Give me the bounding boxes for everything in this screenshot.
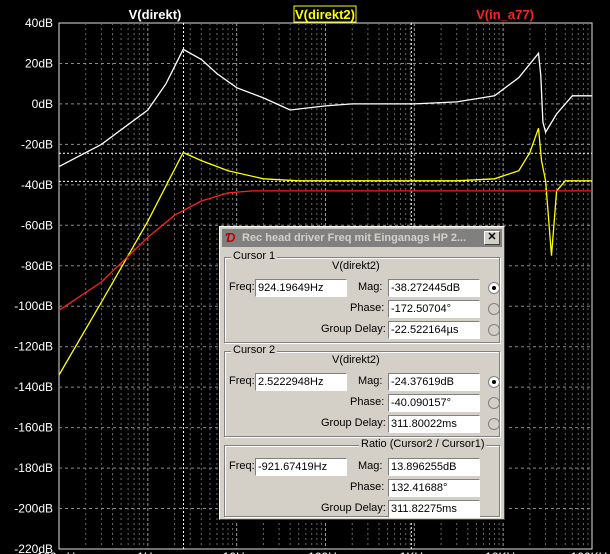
cursor2-mag-field[interactable]: -24.37619dB [388,373,480,391]
legend-label[interactable]: V(direkt) [129,7,182,22]
cursor1-gd-radio[interactable] [488,324,500,336]
cursor2-phase-field[interactable]: -40.090157° [388,394,480,412]
cursor1-group: Cursor 1 V(direkt2) Freq: 924.19649Hz Ma… [224,250,500,343]
trace-v-in-a77- [58,190,592,311]
x-tick-label: 100KHz [571,550,610,554]
legend-label[interactable]: V(direkt2) [295,7,355,22]
cursor2-phase-radio[interactable] [488,397,500,409]
y-tick-label: -40dB [21,178,53,192]
ratio-mag-field[interactable]: 13.896255dB [388,458,480,476]
trace-legend: V(direkt) V(direkt2) V(in_a77) [129,5,534,23]
y-tick-label: -220dB [14,542,53,554]
dialog-titlebar[interactable]: Ɗ Rec head driver Freq mit Einganags HP … [222,229,502,247]
cursor2-gd-radio[interactable] [488,418,500,430]
ratio-freq-field[interactable]: -921.67419Hz [255,458,347,476]
cursor2-mag-radio[interactable] [488,376,500,388]
cursor1-freq-label: Freq: [229,281,255,293]
cursor2-freq-label: Freq: [229,375,255,387]
y-tick-label: 0dB [32,97,53,111]
cursor2-phase-label: Phase: [350,396,385,408]
cursor2-freq-field[interactable]: 2.5222948Hz [255,373,347,391]
y-tick-label: -160dB [14,421,53,435]
ratio-phase-label: Phase: [350,481,385,493]
y-tick-label: -60dB [21,218,53,232]
cursor2-group-label: Cursor 2 [231,344,278,356]
legend-label[interactable]: V(in_a77) [476,7,534,22]
legend-highlight-box [293,5,357,23]
x-tick-label: 1KHz [400,550,429,554]
y-tick-label: -20dB [21,137,53,151]
y-tick-label: -200dB [14,502,53,516]
cursor2-mag-label: Mag: [358,375,383,387]
cursor1-phase-radio[interactable] [488,303,500,315]
cursor2-trace-name: V(direkt2) [332,354,380,366]
ratio-gd-label: Group Delay: [321,502,386,514]
x-tick-label: 1Hz [137,550,158,554]
close-button[interactable]: ✕ [484,231,500,245]
cursor1-trace-name: V(direkt2) [332,260,380,272]
cursor1-mag-radio[interactable] [488,282,500,294]
ratio-gd-field[interactable]: 311.82275ms [388,500,480,518]
x-tick-label: 10KHz [485,550,521,554]
traces [58,48,592,376]
cursor2-gd-field[interactable]: 311.80022ms [388,415,480,433]
cursor2-gd-label: Group Delay: [321,417,386,429]
cursor2-group: Cursor 2 V(direkt2) Freq: 2.5222948Hz Ma… [224,344,500,437]
ratio-group-label: Ratio (Cursor2 / Cursor1) [359,438,487,450]
ratio-phase-field[interactable]: 132.41688° [388,479,480,497]
y-tick-label: -140dB [14,380,53,394]
y-tick-label: -120dB [14,340,53,354]
y-axis-labels: 40dB 20dB 0dB -20dB -40dB -60dB -80dB -100dB -12… [14,16,53,554]
y-tick-label: 40dB [25,16,53,30]
x-axis-labels: 100mHz 1Hz 10Hz 100Hz 1KHz 10KHz 100KHz [37,550,610,554]
trace-v-direkt2- [58,127,592,376]
cursor1-mag-field[interactable]: -38.272445dB [388,279,480,297]
cursor1-gd-field[interactable]: -22.522164µs [388,321,480,339]
y-tick-label: -80dB [21,259,53,273]
cursor1-phase-field[interactable]: -172.50704° [388,300,480,318]
cursor1-group-label: Cursor 1 [231,250,278,262]
ratio-freq-label: Freq: [229,460,255,472]
y-tick-label: -180dB [14,461,53,475]
cursor1-mag-label: Mag: [358,281,383,293]
x-tick-label: 100mHz [37,550,82,554]
y-tick-label: 20dB [25,56,53,70]
ltspice-logo-icon: Ɗ [225,230,236,245]
ratio-mag-label: Mag: [358,460,383,472]
ratio-group: Ratio (Cursor2 / Cursor1) Freq: -921.674… [224,438,500,518]
cursor1-freq-field[interactable]: 924.19649Hz [255,279,347,297]
cursor-readout-dialog[interactable]: Ɗ Rec head driver Freq mit Einganags HP … [219,226,505,520]
cursor-lines [59,23,592,549]
x-tick-label: 10Hz [223,550,251,554]
y-tick-label: -100dB [14,299,53,313]
cursor1-phase-label: Phase: [350,302,385,314]
cursor1-gd-label: Group Delay: [321,323,386,335]
x-tick-label: 100Hz [308,550,343,554]
trace-v-direkt- [58,48,592,168]
dialog-title: Rec head driver Freq mit Einganags HP 2.… [242,232,467,244]
